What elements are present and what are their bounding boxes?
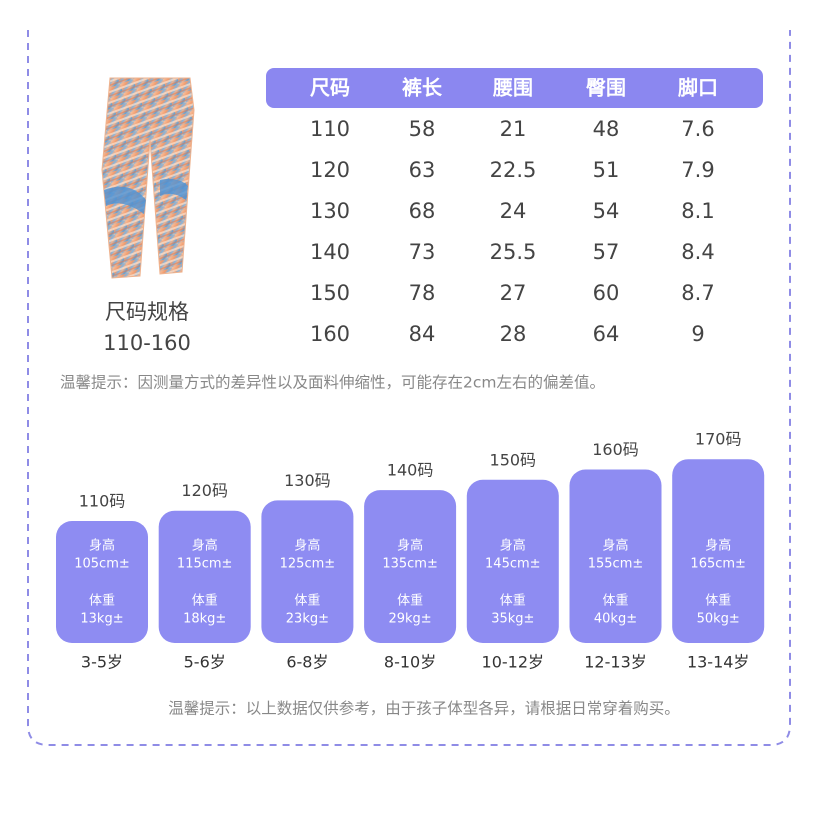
table-header-bg [266, 68, 763, 108]
table-cell: 150 [310, 281, 350, 305]
age-label: 10-12岁 [482, 653, 545, 672]
age-label: 13-14岁 [687, 653, 750, 672]
weight-label: 体重 [192, 593, 218, 609]
table-cell: 54 [593, 199, 620, 223]
table-cell: 57 [593, 240, 620, 264]
size-card [56, 521, 148, 643]
age-label: 8-10岁 [384, 653, 436, 672]
table-header: 臀围 [586, 76, 626, 100]
table-cell: 110 [310, 117, 350, 141]
table-cell: 25.5 [490, 240, 537, 264]
note: 温馨提示：因测量方式的差异性以及面料伸缩性，可能存在2cm左右的偏差值。 [60, 374, 605, 392]
table-cell: 73 [409, 240, 436, 264]
table-cell: 140 [310, 240, 350, 264]
table-header: 裤长 [402, 76, 443, 100]
height-label: 身高 [602, 538, 628, 554]
table-header: 腰围 [492, 76, 533, 100]
age-label: 12-13岁 [584, 653, 647, 672]
weight-value: 29kg± [388, 612, 431, 627]
table-cell: 51 [593, 158, 620, 182]
height-label: 身高 [192, 538, 218, 554]
weight-value: 50kg± [697, 612, 740, 627]
weight-label: 体重 [294, 593, 320, 609]
product-image [101, 77, 195, 279]
size-label: 110码 [79, 492, 126, 511]
size-card [569, 469, 662, 643]
table-cell: 8.7 [681, 281, 714, 305]
height-value: 105cm± [74, 557, 130, 572]
table-cell: 63 [409, 158, 436, 182]
table-cell: 24 [500, 199, 527, 223]
table-cell: 58 [409, 117, 436, 141]
size-label: 120码 [181, 481, 228, 500]
height-value: 155cm± [588, 557, 644, 572]
table-cell: 48 [593, 117, 620, 141]
weight-value: 23kg± [286, 612, 329, 627]
note: 温馨提示：以上数据仅供参考，由于孩子体型各异，请根据日常穿着购买。 [168, 700, 680, 718]
table-cell: 120 [310, 158, 350, 182]
height-value: 115cm± [177, 557, 233, 572]
product-range: 110-160 [103, 331, 191, 355]
height-label: 身高 [500, 538, 526, 554]
size-card [466, 479, 559, 643]
weight-label: 体重 [705, 593, 731, 609]
height-label: 身高 [705, 538, 731, 554]
table-cell: 160 [310, 322, 350, 346]
size-table: 尺码 裤长 腰围 臀围 脚口 110 58 21 48 7.6 120 63 22.5 51 7.9 130 6… [310, 76, 718, 347]
height-value: 125cm± [280, 557, 336, 572]
table-cell: 78 [409, 281, 436, 305]
weight-label: 体重 [397, 593, 423, 609]
size-label: 160码 [592, 440, 639, 459]
age-label: 5-6岁 [184, 653, 226, 672]
size-card [672, 459, 765, 643]
size-label: 150码 [490, 450, 537, 469]
size-card [158, 510, 251, 643]
table-cell: 68 [409, 199, 436, 223]
weight-label: 体重 [500, 593, 526, 609]
table-cell: 8.1 [681, 199, 714, 223]
frame [27, 30, 791, 746]
weight-label: 体重 [89, 593, 115, 609]
size-label: 140码 [387, 461, 434, 480]
size-card [364, 490, 457, 643]
weight-value: 18kg± [183, 612, 226, 627]
weight-value: 13kg± [80, 612, 123, 627]
age-label: 6-8岁 [286, 653, 328, 672]
table-header: 脚口 [678, 76, 718, 100]
age-label: 3-5岁 [81, 653, 123, 672]
height-label: 身高 [294, 538, 320, 554]
table-header: 尺码 [310, 76, 350, 100]
height-value: 145cm± [485, 557, 541, 572]
table-cell: 130 [310, 199, 350, 223]
table-cell: 22.5 [490, 158, 537, 182]
height-value: 135cm± [382, 557, 438, 572]
table-cell: 9 [691, 322, 704, 346]
size-label: 170码 [695, 430, 742, 449]
table-cell: 8.4 [681, 240, 714, 264]
table-cell: 7.6 [681, 117, 714, 141]
table-cell: 7.9 [681, 158, 714, 182]
table-cell: 64 [593, 322, 620, 346]
product-label: 尺码规格 [105, 300, 189, 324]
size-label: 130码 [284, 471, 331, 490]
table-cell: 60 [593, 281, 620, 305]
height-label: 身高 [397, 538, 423, 554]
height-label: 身高 [89, 538, 115, 554]
size-card [261, 500, 354, 643]
height-value: 165cm± [690, 557, 746, 572]
table-cell: 84 [409, 322, 436, 346]
table-cell: 21 [500, 117, 527, 141]
weight-value: 35kg± [491, 612, 534, 627]
weight-label: 体重 [602, 593, 628, 609]
table-cell: 28 [500, 322, 527, 346]
table-cell: 27 [500, 281, 527, 305]
weight-value: 40kg± [594, 612, 637, 627]
